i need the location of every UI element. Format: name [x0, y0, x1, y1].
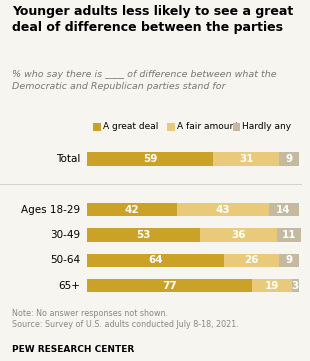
Text: 50-64: 50-64 [50, 255, 80, 265]
Bar [224, 254, 279, 267]
Text: 59: 59 [143, 154, 157, 164]
Text: 77: 77 [162, 281, 176, 291]
Text: A fair amount: A fair amount [177, 122, 239, 131]
Bar [87, 254, 224, 267]
Text: 9: 9 [286, 154, 293, 164]
Text: 11: 11 [282, 230, 296, 240]
Text: Hardly any: Hardly any [242, 122, 291, 131]
Bar [87, 229, 200, 242]
Text: 43: 43 [215, 205, 230, 215]
Text: 53: 53 [136, 230, 151, 240]
Text: 30-49: 30-49 [50, 230, 80, 240]
Bar [268, 203, 299, 216]
Bar [279, 152, 299, 165]
Bar [87, 152, 213, 165]
Text: A great deal: A great deal [103, 122, 158, 131]
Text: 36: 36 [232, 230, 246, 240]
Text: 19: 19 [265, 281, 279, 291]
Text: 14: 14 [276, 205, 291, 215]
Bar [87, 203, 177, 216]
Text: Ages 18-29: Ages 18-29 [21, 205, 80, 215]
Bar [277, 229, 301, 242]
Bar [292, 279, 299, 292]
Bar [177, 203, 268, 216]
Text: PEW RESEARCH CENTER: PEW RESEARCH CENTER [12, 345, 135, 354]
Text: Total: Total [56, 154, 80, 164]
Text: Note: No answer responses not shown.
Source: Survey of U.S. adults conducted Jul: Note: No answer responses not shown. Sou… [12, 309, 239, 330]
Text: 26: 26 [244, 255, 259, 265]
Text: 65+: 65+ [59, 281, 80, 291]
Text: 9: 9 [286, 255, 293, 265]
Text: 3: 3 [292, 281, 299, 291]
Bar [279, 254, 299, 267]
Bar [213, 152, 279, 165]
Bar [200, 229, 277, 242]
Bar [251, 279, 292, 292]
Text: 42: 42 [124, 205, 139, 215]
Text: 64: 64 [148, 255, 162, 265]
Bar [87, 279, 251, 292]
Text: % who say there is ____ of difference between what the
Democratic and Republican: % who say there is ____ of difference be… [12, 70, 277, 91]
Text: Younger adults less likely to see a great
deal of difference between the parties: Younger adults less likely to see a grea… [12, 5, 294, 34]
Text: 31: 31 [239, 154, 253, 164]
